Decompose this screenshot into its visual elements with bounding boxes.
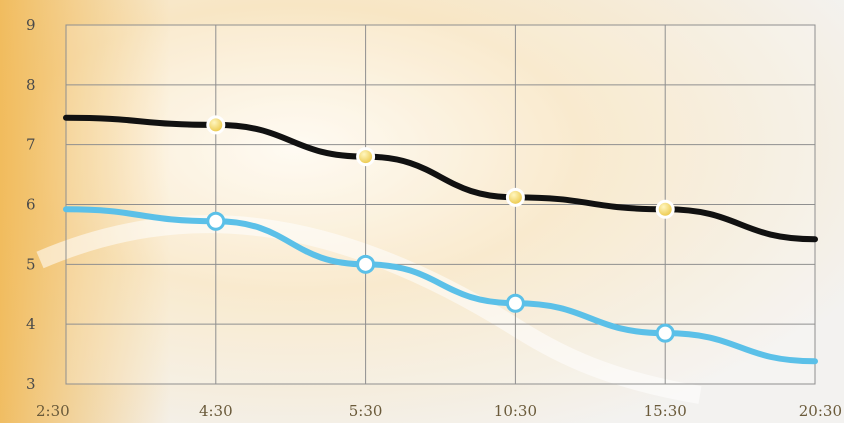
y-tick-label: 8	[26, 76, 36, 94]
series-1-point	[655, 199, 675, 219]
y-tick-label: 9	[26, 16, 36, 34]
series-2-point	[505, 293, 525, 313]
series-2-point	[655, 323, 675, 343]
x-tick-label: 2:30	[36, 402, 70, 420]
x-tick-label: 4:30	[199, 402, 233, 420]
y-tick-label: 4	[26, 315, 36, 333]
y-tick-label: 5	[26, 255, 36, 273]
y-tick-label: 6	[26, 196, 36, 214]
x-tick-label: 15:30	[644, 402, 687, 420]
series-1-point	[206, 115, 226, 135]
series-1-point	[356, 147, 376, 167]
y-axis-labels: 3 4 5 6 7 8 9	[26, 16, 36, 393]
x-tick-label: 5:30	[349, 402, 383, 420]
grid	[65, 24, 816, 385]
series-group	[63, 114, 818, 365]
y-tick-label: 3	[26, 375, 36, 393]
y-tick-label: 7	[26, 136, 36, 154]
series-2-line	[63, 206, 818, 365]
series-2-point	[206, 211, 226, 231]
series-1-line	[63, 114, 818, 243]
x-tick-label: 10:30	[494, 402, 537, 420]
series-2-point	[356, 254, 376, 274]
x-tick-label: 20:30	[799, 402, 842, 420]
x-axis-labels: 2:30 4:30 5:30 10:30 15:30 20:30	[36, 402, 842, 420]
series-1-point	[505, 187, 525, 207]
